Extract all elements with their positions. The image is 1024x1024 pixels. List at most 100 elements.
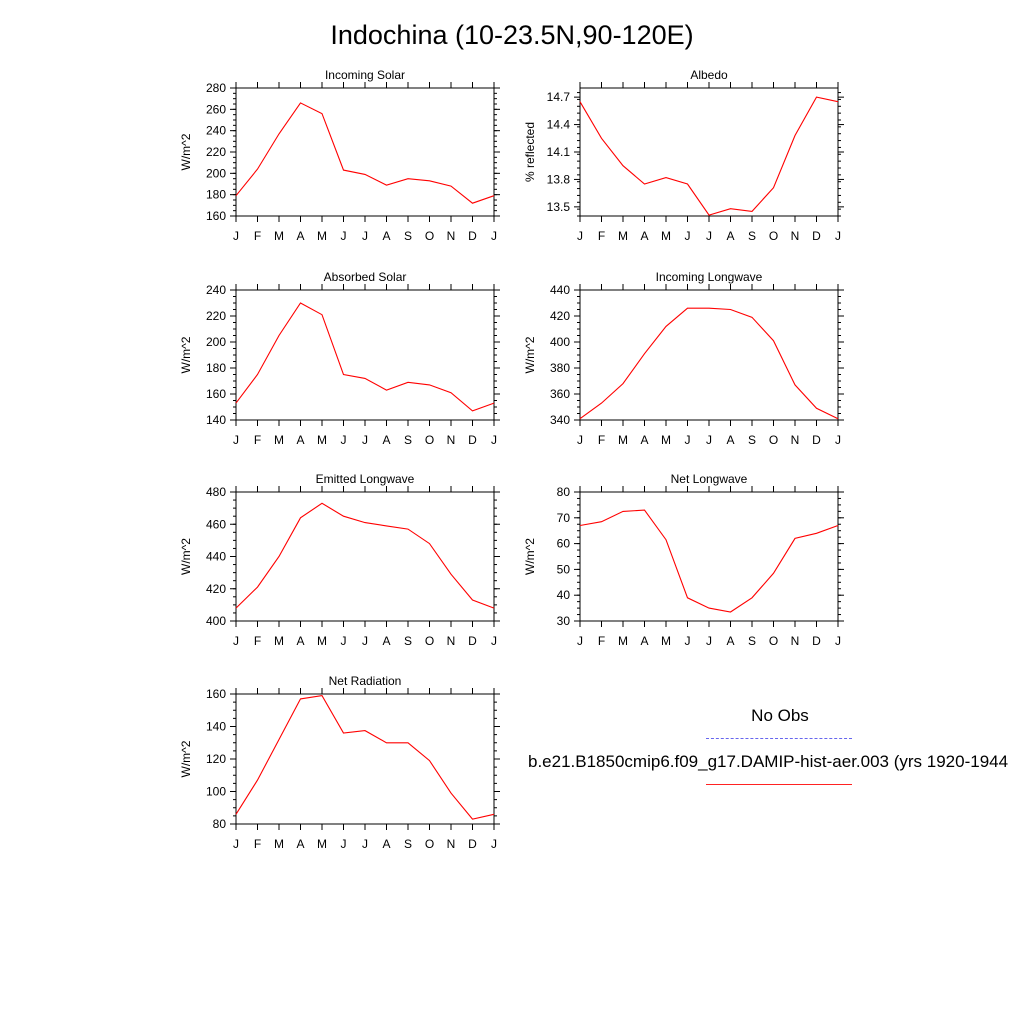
series-line-0 (235, 102, 495, 204)
y-tick-label: 80 (213, 817, 227, 831)
x-tick-label: A (382, 837, 390, 851)
x-tick-label: J (706, 634, 712, 648)
panel-title: Absorbed Solar (324, 270, 407, 284)
panel-frame (235, 87, 495, 217)
y-tick-label: 280 (206, 81, 226, 95)
x-tick-label: O (769, 229, 778, 243)
y-tick-label: 340 (550, 413, 570, 427)
x-tick-label: J (341, 837, 347, 851)
x-tick-label: J (233, 229, 239, 243)
x-tick-label: O (769, 634, 778, 648)
x-tick-label: S (748, 433, 756, 447)
x-tick-label: J (491, 634, 497, 648)
y-axis-label: W/m^2 (179, 133, 193, 170)
panel-frame (235, 693, 495, 825)
y-tick-label: 80 (557, 485, 571, 499)
x-tick-label: O (425, 229, 434, 243)
x-tick-label: J (706, 229, 712, 243)
x-tick-label: J (491, 837, 497, 851)
x-tick-label: A (296, 634, 304, 648)
x-tick-label: J (685, 433, 691, 447)
y-tick-label: 13.5 (547, 200, 571, 214)
x-tick-label: M (661, 634, 671, 648)
y-tick-label: 100 (206, 785, 226, 799)
x-tick-label: J (362, 433, 368, 447)
x-tick-label: F (254, 229, 261, 243)
y-tick-label: 220 (206, 145, 226, 159)
x-tick-label: J (341, 433, 347, 447)
x-tick-label: J (835, 229, 841, 243)
x-tick-label: D (812, 433, 821, 447)
series-line-0 (235, 502, 495, 609)
y-tick-label: 13.8 (547, 172, 571, 186)
x-tick-label: D (468, 634, 477, 648)
x-tick-label: S (404, 229, 412, 243)
y-tick-label: 180 (206, 361, 226, 375)
panel-title: Albedo (690, 68, 728, 82)
y-tick-label: 50 (557, 562, 571, 576)
x-tick-label: D (468, 229, 477, 243)
y-tick-label: 400 (206, 614, 226, 628)
x-tick-label: O (769, 433, 778, 447)
x-tick-label: M (317, 634, 327, 648)
x-tick-label: J (835, 634, 841, 648)
panel-title: Emitted Longwave (316, 472, 415, 486)
y-tick-label: 220 (206, 309, 226, 323)
x-tick-label: M (618, 433, 628, 447)
y-axis-label: W/m^2 (179, 538, 193, 575)
x-tick-label: J (233, 837, 239, 851)
x-tick-label: N (791, 634, 800, 648)
x-tick-label: N (447, 837, 456, 851)
x-tick-label: J (341, 229, 347, 243)
y-tick-label: 440 (550, 283, 570, 297)
y-tick-label: 460 (206, 517, 226, 531)
x-tick-label: A (296, 433, 304, 447)
y-tick-label: 360 (550, 387, 570, 401)
x-tick-label: S (404, 433, 412, 447)
x-tick-label: M (317, 229, 327, 243)
x-tick-label: M (618, 229, 628, 243)
panel-title: Incoming Solar (325, 68, 405, 82)
y-tick-label: 160 (206, 387, 226, 401)
y-tick-label: 260 (206, 102, 226, 116)
x-tick-label: A (640, 229, 648, 243)
x-tick-label: J (362, 634, 368, 648)
y-tick-label: 140 (206, 413, 226, 427)
y-tick-label: 14.1 (547, 145, 571, 159)
y-tick-label: 40 (557, 588, 571, 602)
series-line-0 (579, 509, 839, 613)
x-tick-label: A (382, 634, 390, 648)
legend-obs-label: No Obs (751, 706, 809, 725)
x-tick-label: M (274, 837, 284, 851)
x-tick-label: J (491, 433, 497, 447)
x-tick-label: J (233, 433, 239, 447)
panel-frame (579, 289, 839, 421)
y-tick-label: 160 (206, 687, 226, 701)
x-tick-label: S (748, 229, 756, 243)
x-tick-label: F (598, 433, 605, 447)
x-tick-label: M (317, 433, 327, 447)
y-axis-label: % reflected (523, 122, 537, 182)
x-tick-label: A (640, 433, 648, 447)
x-tick-label: J (491, 229, 497, 243)
y-axis-label: W/m^2 (179, 740, 193, 777)
y-tick-label: 440 (206, 550, 226, 564)
x-tick-label: N (447, 229, 456, 243)
panel-title: Incoming Longwave (656, 270, 763, 284)
x-tick-label: J (341, 634, 347, 648)
legend-model-line (706, 784, 852, 785)
y-tick-label: 14.7 (547, 90, 571, 104)
x-tick-label: A (296, 229, 304, 243)
panel-frame (579, 491, 839, 622)
x-tick-label: J (577, 229, 583, 243)
series-line-0 (579, 307, 839, 420)
x-tick-label: J (685, 229, 691, 243)
y-axis-label: W/m^2 (523, 538, 537, 575)
